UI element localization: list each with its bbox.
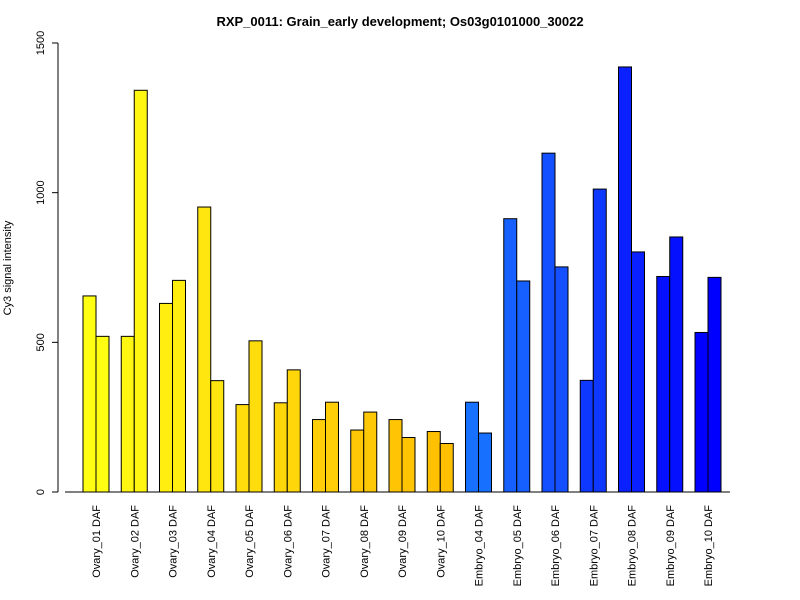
- x-tick-label: Ovary_07 DAF: [321, 505, 333, 578]
- bar-13-1: [541, 152, 556, 493]
- x-tick-label: Ovary_09 DAF: [397, 505, 409, 578]
- bar-14-1: [579, 379, 594, 493]
- x-tick-label: Ovary_06 DAF: [282, 505, 294, 578]
- bar-15-1: [618, 66, 632, 493]
- x-tick-label: Embryo_10 DAF: [703, 505, 715, 587]
- x-tick-label: Embryo_09 DAF: [665, 505, 677, 587]
- chart-title: RXP_0011: Grain_early development; Os03g…: [216, 14, 583, 29]
- x-tick-label: Ovary_04 DAF: [206, 505, 218, 578]
- bar-12-2: [516, 280, 531, 493]
- bar-17-2: [707, 276, 722, 493]
- y-axis: 0 500 1000 1500: [35, 31, 59, 495]
- x-tick-label: Embryo_05 DAF: [512, 505, 524, 587]
- bar-11-1: [465, 401, 479, 493]
- bar-1-1: [82, 295, 97, 493]
- bar-2-1: [120, 335, 135, 493]
- y-tick-label: 1500: [35, 31, 47, 55]
- bar-5-2: [248, 340, 263, 493]
- bar-14-2: [592, 188, 607, 493]
- x-tick-label: Ovary_05 DAF: [244, 505, 256, 578]
- bar-2-2: [133, 89, 148, 493]
- bar-5-1: [235, 404, 250, 493]
- y-tick-label: 1000: [35, 180, 47, 204]
- bar-6-2: [286, 369, 301, 493]
- x-tick-label: Embryo_04 DAF: [474, 505, 486, 587]
- bar-11-2: [478, 432, 492, 493]
- bar-9-1: [388, 419, 403, 493]
- x-tick-label: Embryo_07 DAF: [588, 505, 600, 587]
- bars-group: [82, 66, 722, 493]
- x-tick-label: Embryo_06 DAF: [550, 505, 562, 587]
- bar-4-2: [210, 380, 225, 493]
- x-tick-labels: Ovary_01 DAF Ovary_02 DAF Ovary_03 DAF Ovar…: [91, 505, 715, 587]
- bar-17-1: [694, 331, 709, 493]
- y-tick-label: 0: [35, 489, 47, 495]
- bar-7-1: [312, 419, 326, 493]
- bar-8-2: [363, 411, 378, 493]
- bar-6-1: [273, 402, 288, 493]
- bar-16-1: [656, 275, 671, 493]
- bar-10-1: [426, 431, 441, 493]
- x-tick-label: Ovary_03 DAF: [168, 505, 180, 578]
- x-tick-label: Ovary_02 DAF: [129, 505, 141, 578]
- bar-7-2: [325, 401, 339, 493]
- bar-16-2: [669, 236, 684, 493]
- y-axis-label: Cy3 signal intensity: [2, 220, 14, 315]
- bar-3-2: [172, 279, 186, 493]
- bar-1-2: [95, 335, 110, 493]
- bar-12-1: [503, 218, 518, 493]
- x-tick-label: Embryo_08 DAF: [627, 505, 639, 587]
- bar-8-1: [350, 429, 365, 493]
- x-tick-label: Ovary_10 DAF: [435, 505, 447, 578]
- bar-3-1: [159, 302, 173, 493]
- y-tick-label: 500: [35, 333, 47, 351]
- bar-10-2: [439, 443, 454, 493]
- bar-9-2: [401, 437, 416, 493]
- bar-13-2: [554, 266, 569, 493]
- bar-4-1: [197, 206, 212, 493]
- bar-15-2: [631, 251, 645, 493]
- x-tick-label: Ovary_08 DAF: [359, 505, 371, 578]
- x-tick-label: Ovary_01 DAF: [91, 505, 103, 578]
